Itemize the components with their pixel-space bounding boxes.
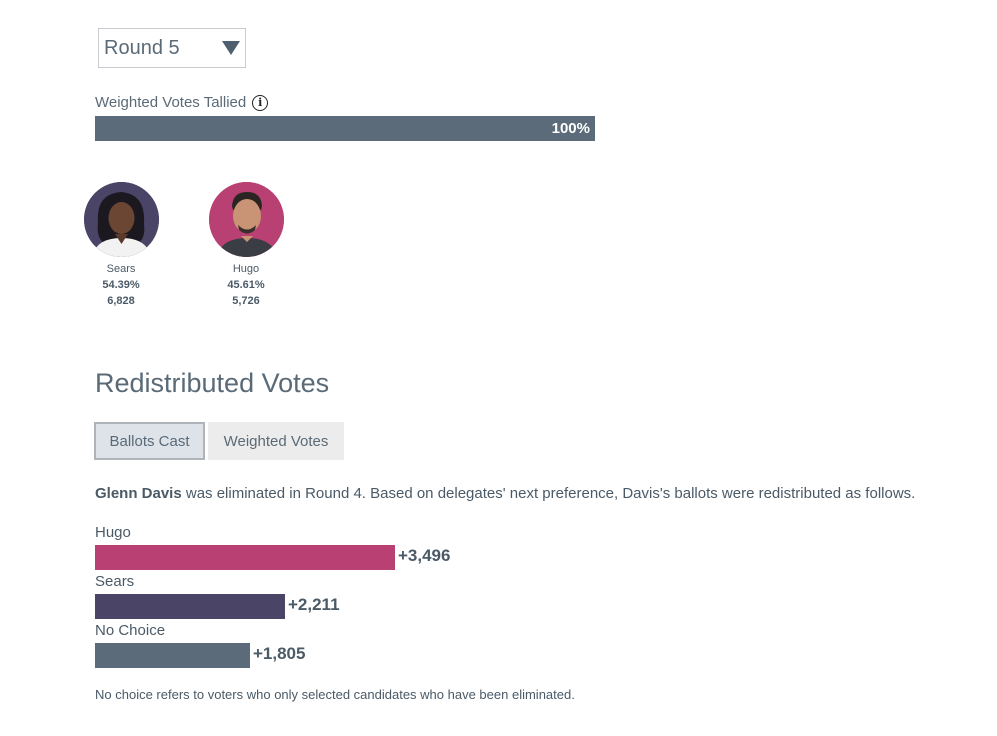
tally-progress-fill: 100%	[95, 116, 595, 141]
redistribution-label: Sears	[95, 573, 135, 590]
triangle-down-icon	[222, 41, 240, 55]
candidate-photo-hugo	[208, 182, 284, 257]
tally-progress-bar: 100%	[95, 116, 595, 141]
eliminated-candidate-name: Glenn Davis	[95, 485, 182, 502]
section-title: Redistributed Votes	[95, 368, 330, 398]
redistribution-value: +1,805	[253, 644, 306, 663]
footnote: No choice refers to voters who only sele…	[95, 687, 575, 702]
candidate-sears: Sears 54.39% 6,828	[71, 182, 171, 307]
redistribution-explanation: Glenn Davis was eliminated in Round 4. B…	[95, 485, 915, 502]
tab-ballots-cast[interactable]: Ballots Cast	[94, 422, 205, 460]
avatar	[208, 182, 284, 257]
redistribution-value: +2,211	[288, 595, 340, 614]
candidate-name: Sears	[106, 263, 136, 275]
round-select[interactable]: Round 5	[98, 28, 246, 68]
redistribution-value: +3,496	[398, 546, 451, 565]
redistribution-bar	[95, 594, 285, 619]
candidate-name: Hugo	[232, 263, 260, 275]
redistribution-bar	[95, 545, 395, 570]
tally-label: Weighted Votes Tallied	[95, 94, 247, 111]
round-select-value: Round 5	[104, 36, 180, 59]
candidate-hugo: Hugo 45.61% 5,726	[196, 182, 296, 307]
tally-percent: 100%	[551, 120, 590, 137]
info-icon[interactable]: i	[252, 94, 269, 111]
candidate-votes: 5,726	[232, 295, 260, 307]
candidate-percent: 54.39%	[102, 279, 140, 291]
candidate-votes: 6,828	[107, 295, 135, 307]
redistribution-label: Hugo	[95, 524, 131, 541]
avatar	[83, 182, 159, 257]
tally-label-row: Weighted Votes Tallied i	[95, 94, 269, 111]
candidate-photo-sears	[83, 182, 159, 257]
candidate-percent: 45.61%	[227, 279, 265, 291]
redistribution-bar	[95, 643, 250, 668]
explanation-text: was eliminated in Round 4. Based on dele…	[181, 485, 916, 502]
redistribution-label: No Choice	[95, 622, 166, 639]
tab-weighted-votes[interactable]: Weighted Votes	[208, 422, 344, 460]
